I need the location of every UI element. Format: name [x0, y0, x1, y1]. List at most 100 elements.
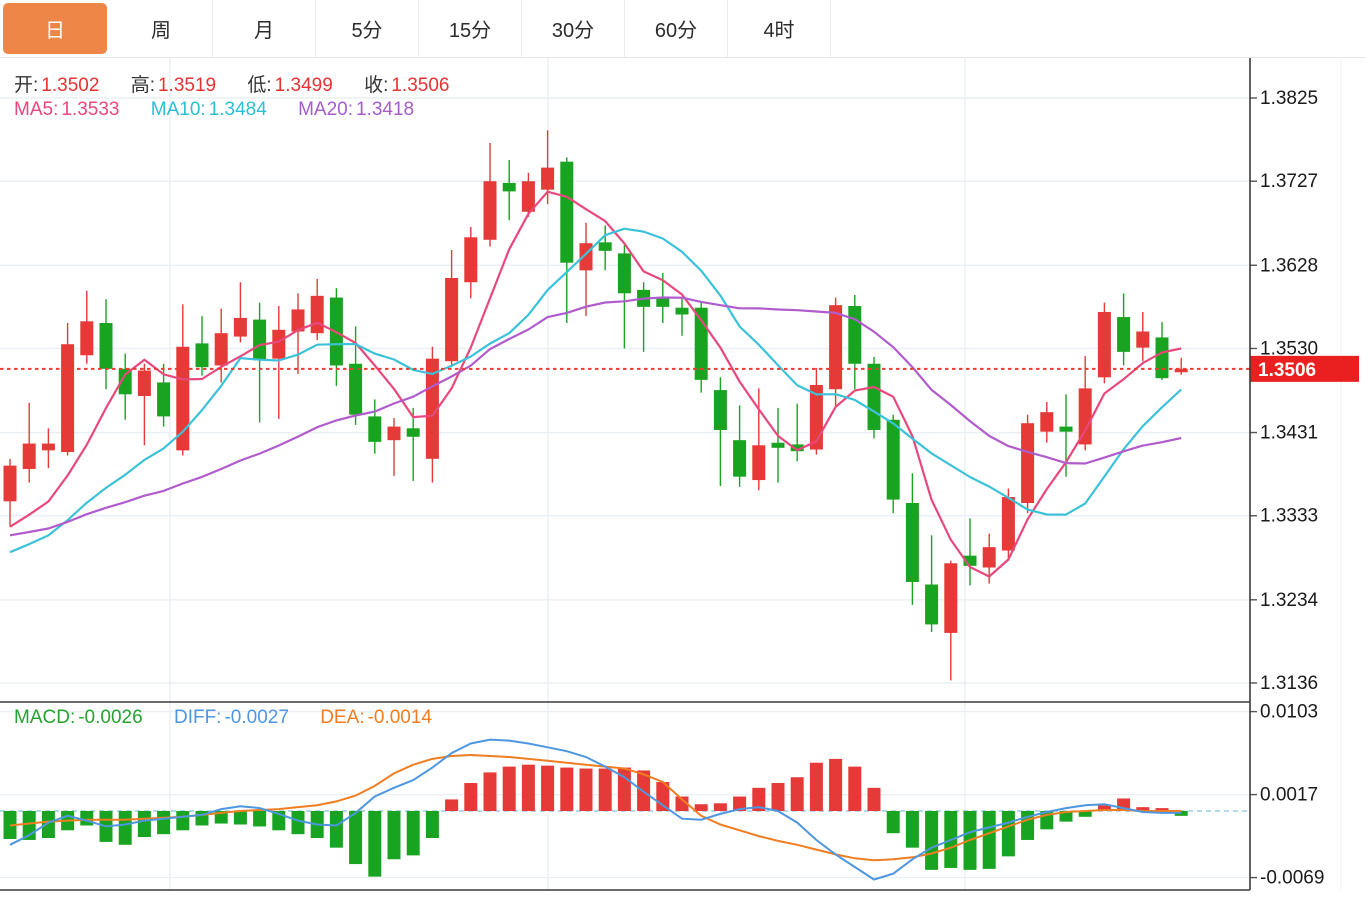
candle-body	[598, 242, 612, 251]
tab-15min[interactable]: 15分	[419, 0, 522, 57]
diff-label: DIFF:	[173, 707, 222, 728]
macd-hist-bar	[253, 811, 267, 827]
candle-body	[272, 329, 286, 359]
candle-body	[656, 297, 670, 307]
candle-body	[752, 445, 766, 481]
macd-hist-bar	[521, 764, 535, 811]
price-axis-label: 1.3530	[1260, 338, 1318, 359]
macd-hist-bar	[233, 811, 247, 825]
ma5-line	[9, 190, 1182, 578]
current-price-badge-text: 1.3506	[1258, 360, 1316, 381]
macd-value: -0.0026	[78, 707, 143, 728]
macd-hist-bar	[502, 766, 516, 811]
price-axis-label: 1.3628	[1260, 255, 1318, 276]
candle-body	[1117, 317, 1131, 352]
candle-body	[771, 442, 785, 448]
macd-hist-bar	[349, 811, 363, 865]
macd-hist-bar	[368, 811, 382, 877]
tab-week[interactable]: 周	[110, 0, 213, 57]
tab-4hour[interactable]: 4时	[728, 0, 831, 57]
candle-body	[253, 319, 267, 361]
macd-hist-bar	[464, 783, 478, 811]
tab-30min[interactable]: 30分	[522, 0, 625, 57]
macd-hist-bar	[752, 787, 766, 811]
macd-hist-bar	[733, 796, 747, 811]
high-label: 高:	[130, 75, 155, 96]
candle-body	[502, 182, 516, 192]
candle-body	[157, 382, 171, 417]
ma20-value: 1.3418	[356, 99, 415, 120]
macd-axis-label: 0.0017	[1260, 785, 1318, 806]
candle-body	[464, 237, 478, 283]
candle-body	[406, 428, 420, 437]
ma10-value: 1.3484	[208, 99, 267, 120]
candle-body	[41, 443, 55, 451]
candle-body	[905, 503, 919, 582]
macd-hist-bar	[790, 777, 804, 811]
candle-body	[521, 181, 535, 212]
candle-body	[1155, 337, 1169, 379]
candle-body	[541, 167, 555, 190]
candle-body	[617, 253, 631, 294]
candle-body	[61, 344, 75, 453]
tab-60min[interactable]: 60分	[625, 0, 728, 57]
candle-body	[1040, 412, 1054, 432]
candle-body	[118, 368, 132, 395]
macd-hist-bar	[886, 811, 900, 834]
macd-hist-bar	[387, 811, 401, 860]
macd-hist-bar	[329, 811, 343, 848]
candle-body	[387, 426, 401, 441]
macd-hist-bar	[80, 811, 94, 826]
candle-body	[99, 323, 113, 369]
candle-body	[3, 465, 17, 502]
price-axis-label: 1.3234	[1260, 590, 1319, 611]
macd-hist-bar	[579, 768, 593, 811]
ma-legend: MA5: 1.3533 MA10: 1.3484 MA20: 1.3418	[14, 99, 440, 121]
macd-hist-bar	[118, 811, 132, 845]
dea-label: DEA:	[320, 707, 365, 728]
ma5-value: 1.3533	[61, 99, 120, 120]
candle-body	[1001, 497, 1015, 551]
ma5-label: MA5:	[14, 99, 59, 120]
price-axis-label: 1.3136	[1260, 673, 1318, 694]
macd-hist-bar	[541, 765, 555, 811]
ma20-line	[9, 296, 1182, 537]
candle-body	[886, 419, 900, 500]
candle-body	[1174, 368, 1188, 373]
open-label: 开:	[14, 75, 39, 96]
tab-5min[interactable]: 5分	[316, 0, 419, 57]
candle-body	[349, 363, 363, 415]
period-tabbar: 日周月 5分 15分 30分 60分 4时	[0, 0, 1366, 58]
close-label: 收:	[364, 75, 389, 96]
macd-axis-label: -0.0069	[1260, 868, 1324, 889]
candle-body	[310, 295, 324, 334]
candle-body	[675, 307, 689, 315]
macd-hist-bar	[867, 787, 881, 811]
low-label: 低:	[247, 75, 272, 96]
macd-hist-bar	[982, 811, 996, 869]
price-axis-label: 1.3333	[1260, 506, 1318, 527]
candle-body	[867, 363, 881, 430]
ohlc-legend: 开: 1.3502 高: 1.3519 低: 1.3499 收: 1.3506	[14, 70, 475, 97]
macd-hist-bar	[1078, 811, 1092, 817]
tab-day[interactable]: 日	[3, 3, 107, 54]
price-axis-label: 1.3431	[1260, 423, 1318, 444]
macd-hist-bar	[1001, 811, 1015, 857]
candle-body	[1136, 331, 1150, 348]
tab-month[interactable]: 月	[213, 0, 316, 57]
macd-hist-bar	[137, 811, 151, 838]
candle-body	[944, 563, 958, 633]
macd-hist-bar	[925, 811, 939, 870]
candle-body	[214, 333, 228, 366]
candle-body	[963, 555, 977, 566]
macd-hist-bar	[291, 811, 305, 835]
macd-hist-bar	[1136, 807, 1150, 811]
candle-body	[848, 306, 862, 364]
open-value: 1.3502	[41, 75, 100, 96]
macd-hist-bar	[1097, 805, 1111, 811]
macd-hist-bar	[675, 796, 689, 811]
macd-label: MACD:	[14, 707, 76, 728]
price-axis-label: 1.3825	[1260, 88, 1318, 109]
